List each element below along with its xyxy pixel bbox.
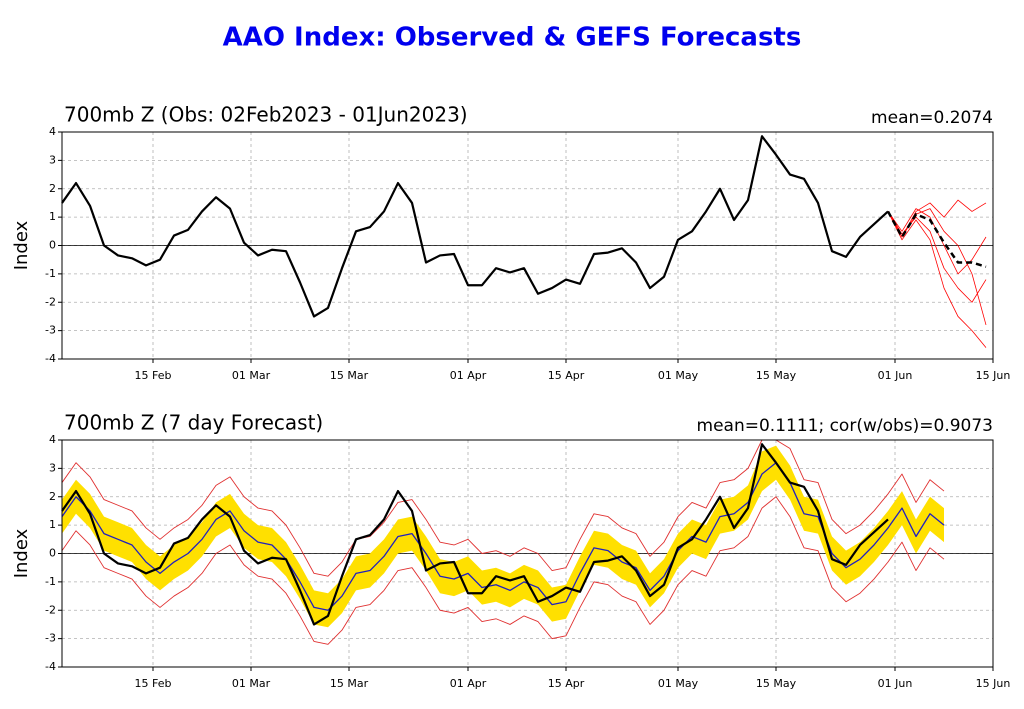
y-tick-label: 0 [49,239,56,252]
y-tick-label: 3 [49,461,56,474]
plot-frame [61,439,994,668]
x-tick-label: 15 Jun [976,369,1011,382]
y-tick-label: -3 [45,324,56,337]
y-axis-label: Index [11,528,32,578]
y-tick-label: -1 [45,575,56,588]
series-line [61,135,889,318]
y-tick-label: 4 [49,125,56,138]
y-axis-label: Index [11,220,32,270]
x-tick-label: 15 Feb [135,369,172,382]
y-tick-label: 4 [49,433,56,446]
panel-annotation: mean=0.1111; cor(w/obs)=0.9073 [697,416,993,436]
y-tick-label: 1 [49,518,56,531]
y-tick-label: -4 [45,660,56,673]
x-tick-label: 15 Jun [976,677,1011,690]
x-tick-label: 01 May [658,677,699,690]
x-tick-label: 15 Apr [548,677,585,690]
x-tick-label: 15 Feb [135,677,172,690]
y-tick-label: -1 [45,267,56,280]
x-tick-label: 15 Mar [330,369,369,382]
x-tick-label: 01 Mar [232,369,271,382]
y-tick-label: -2 [45,295,56,308]
x-tick-label: 15 Apr [548,369,585,382]
y-tick-label: 1 [49,210,56,223]
plot-frame [61,131,994,360]
y-tick-label: -4 [45,352,56,365]
x-tick-label: 01 Jun [878,369,913,382]
y-tick-label: 2 [49,182,56,195]
series-line [887,208,987,326]
x-tick-label: 01 Apr [450,369,487,382]
figure-title: AAO Index: Observed & GEFS Forecasts [223,23,802,53]
series-line [887,211,987,303]
y-tick-label: 3 [49,153,56,166]
y-tick-label: 0 [49,547,56,560]
y-tick-label: -3 [45,632,56,645]
series-line [61,443,889,626]
x-tick-label: 01 Jun [878,677,913,690]
x-tick-label: 01 Mar [232,677,271,690]
x-tick-label: 15 May [756,369,797,382]
series-line [886,210,987,268]
series-line [61,439,945,577]
series-line [61,496,945,645]
series-line [887,211,987,348]
x-tick-label: 01 May [658,369,699,382]
spread-band [62,445,944,628]
panel-annotation: mean=0.2074 [871,108,993,128]
series-line [61,462,945,611]
y-tick-label: -2 [45,603,56,616]
panel-title: 700mb Z (7 day Forecast) [64,411,323,435]
panel-title: 700mb Z (Obs: 02Feb2023 - 01Jun2023) [64,103,468,127]
y-tick-label: 2 [49,490,56,503]
x-tick-label: 15 Mar [330,677,369,690]
x-tick-label: 01 Apr [450,677,487,690]
x-tick-label: 15 May [756,677,797,690]
